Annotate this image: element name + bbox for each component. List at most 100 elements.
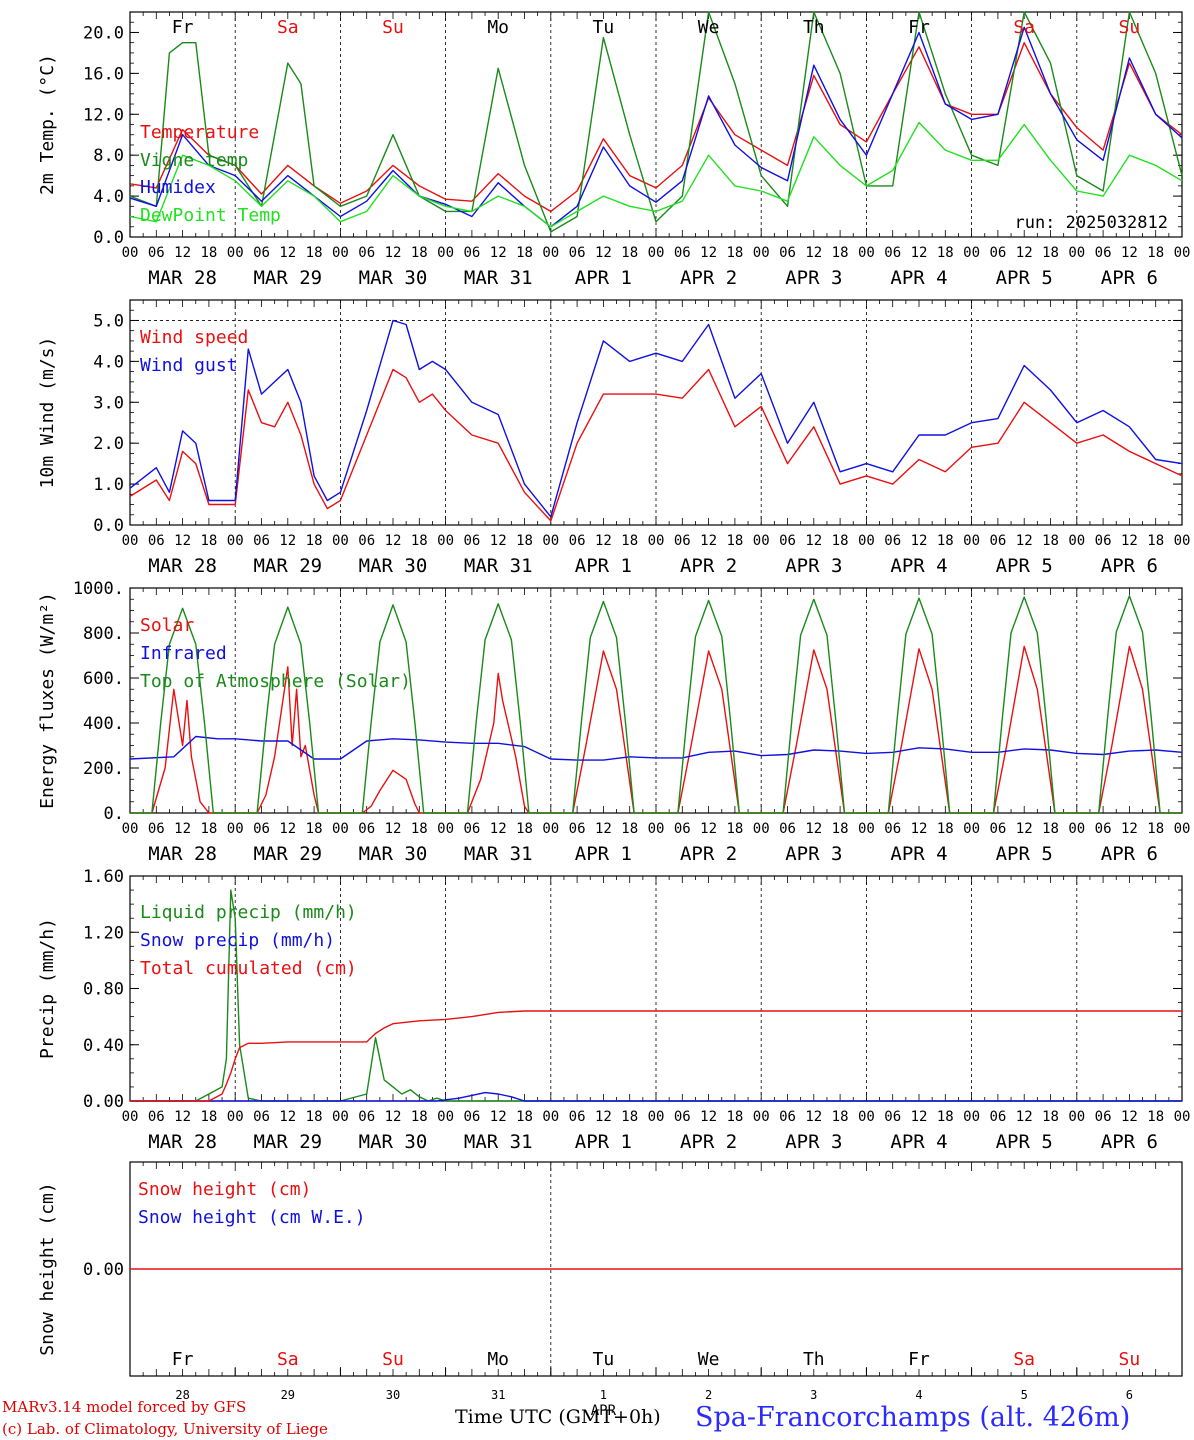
- x-hour-label: 18: [937, 533, 954, 549]
- x-hour-label: 00: [542, 533, 559, 549]
- x-hour-label: 00: [648, 1109, 665, 1125]
- legend-entry: Snow height (cm W.E.): [138, 1207, 366, 1228]
- x-hour-label: 12: [700, 821, 717, 837]
- x-date-label: MAR 28: [148, 555, 217, 577]
- x-hour-label: 00: [963, 245, 980, 261]
- x-hour-label: 06: [148, 1109, 165, 1125]
- x-date-label: MAR 30: [359, 843, 428, 865]
- x-hour-label: 00: [122, 533, 139, 549]
- x-hour-label: 12: [174, 533, 191, 549]
- x-hour-label: 18: [306, 245, 323, 261]
- x-hour-label: 06: [569, 533, 586, 549]
- x-hour-label: 18: [200, 1109, 217, 1125]
- x-date-label: APR 2: [680, 1131, 737, 1153]
- series-line-dewpoint-temp: [129, 121, 1183, 228]
- x-date-label: APR 1: [575, 555, 632, 577]
- x-hour-label: 12: [1016, 533, 1033, 549]
- weekday-label: Tu: [593, 1349, 615, 1370]
- x-date-label: MAR 28: [148, 1131, 217, 1153]
- series-line-snow-precip-mm-h-: [130, 1091, 1182, 1102]
- x-hour-label: 00: [227, 245, 244, 261]
- day-number-label: 6: [1126, 1388, 1133, 1402]
- y-tick-label: 5.0: [93, 311, 124, 331]
- x-hour-label: 12: [174, 245, 191, 261]
- weekday-label: Mo: [487, 1349, 509, 1370]
- x-hour-label: 12: [1016, 1109, 1033, 1125]
- x-hour-label: 18: [937, 821, 954, 837]
- y-axis-label: Snow height (cm): [37, 1182, 58, 1355]
- x-hour-label: 06: [674, 821, 691, 837]
- x-hour-label: 06: [989, 1109, 1006, 1125]
- x-hour-label: 00: [332, 821, 349, 837]
- x-hour-label: 00: [332, 1109, 349, 1125]
- weekday-label: Su: [1119, 17, 1141, 38]
- x-hour-label: 12: [1121, 1109, 1138, 1125]
- x-hour-label: 00: [753, 821, 770, 837]
- legend-entry: DewPoint Temp: [140, 205, 281, 226]
- x-hour-label: 06: [358, 821, 375, 837]
- y-tick-label: 400.: [83, 714, 124, 734]
- x-hour-label: 06: [1095, 1109, 1112, 1125]
- x-date-label: APR 3: [785, 267, 842, 289]
- x-hour-label: 00: [858, 1109, 875, 1125]
- x-hour-label: 18: [516, 821, 533, 837]
- x-hour-label: 06: [463, 1109, 480, 1125]
- x-hour-label: 06: [569, 821, 586, 837]
- x-hour-label: 12: [174, 821, 191, 837]
- x-hour-label: 00: [227, 1109, 244, 1125]
- series-line-top-of-atmosphere-solar-: [130, 595, 1182, 814]
- x-hour-label: 00: [1068, 245, 1085, 261]
- legend-entry: Snow height (cm): [138, 1179, 311, 1200]
- weekday-label: Th: [803, 17, 825, 38]
- x-hour-label: 00: [437, 533, 454, 549]
- y-tick-label: 2.0: [93, 434, 124, 454]
- x-date-label: APR 1: [575, 843, 632, 865]
- weekday-label: Sa: [277, 17, 299, 38]
- weekday-label: Th: [803, 1349, 825, 1370]
- series-line-wind-gust: [129, 319, 1183, 518]
- x-hour-label: 00: [1174, 245, 1191, 261]
- legend-entry: Solar: [140, 615, 194, 636]
- time-axis-label: Time UTC (GMT+0h): [455, 1406, 661, 1428]
- x-date-label: APR 4: [890, 1131, 947, 1153]
- x-hour-label: 12: [385, 533, 402, 549]
- x-hour-label: 06: [989, 821, 1006, 837]
- x-hour-label: 00: [858, 245, 875, 261]
- y-tick-label: 0.0: [93, 228, 124, 248]
- y-tick-label: 4.0: [93, 352, 124, 372]
- x-hour-label: 12: [595, 245, 612, 261]
- x-hour-label: 06: [148, 821, 165, 837]
- x-hour-label: 00: [963, 821, 980, 837]
- x-date-label: APR 5: [996, 1131, 1053, 1153]
- y-axis-label: Precip (mm/h): [37, 918, 58, 1059]
- x-date-label: MAR 31: [464, 1131, 533, 1153]
- x-hour-label: 18: [200, 245, 217, 261]
- x-hour-label: 06: [989, 533, 1006, 549]
- x-hour-label: 18: [937, 245, 954, 261]
- x-hour-label: 12: [490, 533, 507, 549]
- x-hour-label: 18: [411, 1109, 428, 1125]
- x-date-label: APR 3: [785, 555, 842, 577]
- series-line-temperature: [129, 42, 1183, 213]
- x-date-label: MAR 28: [148, 843, 217, 865]
- x-date-label: MAR 30: [359, 267, 428, 289]
- weekday-label: Sa: [277, 1349, 299, 1370]
- x-hour-label: 00: [963, 1109, 980, 1125]
- x-hour-label: 18: [832, 1109, 849, 1125]
- x-hour-label: 00: [858, 821, 875, 837]
- x-hour-label: 18: [832, 245, 849, 261]
- x-hour-label: 06: [884, 1109, 901, 1125]
- x-hour-label: 18: [621, 821, 638, 837]
- y-axis-label: 10m Wind (m/s): [37, 337, 58, 489]
- x-hour-label: 18: [1147, 821, 1164, 837]
- x-hour-label: 00: [332, 245, 349, 261]
- x-hour-label: 06: [253, 245, 270, 261]
- x-hour-label: 12: [805, 1109, 822, 1125]
- x-hour-label: 18: [832, 533, 849, 549]
- day-number-label: 31: [491, 1388, 505, 1402]
- x-hour-label: 18: [516, 1109, 533, 1125]
- legend-entry: Snow precip (mm/h): [140, 930, 335, 951]
- x-hour-label: 06: [358, 533, 375, 549]
- x-hour-label: 18: [937, 1109, 954, 1125]
- x-hour-label: 18: [306, 533, 323, 549]
